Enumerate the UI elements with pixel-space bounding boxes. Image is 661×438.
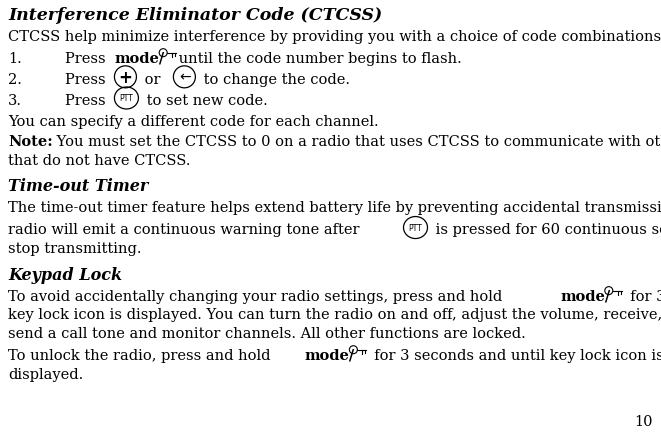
Text: You must set the CTCSS to 0 on a radio that uses CTCSS to communicate with other: You must set the CTCSS to 0 on a radio t… [52,134,661,148]
Text: mode/: mode/ [305,348,355,362]
Text: Press: Press [65,52,110,65]
Text: is pressed for 60 continuous seconds and will: is pressed for 60 continuous seconds and… [432,223,661,237]
Text: ←: ← [180,71,191,85]
Text: The time-out timer feature helps extend battery life by preventing accidental tr: The time-out timer feature helps extend … [8,200,661,214]
Text: Time-out Timer: Time-out Timer [8,178,148,195]
Text: send a call tone and monitor channels. All other functions are locked.: send a call tone and monitor channels. A… [8,327,525,341]
Text: To unlock the radio, press and hold: To unlock the radio, press and hold [8,348,275,362]
Text: Keypad Lock: Keypad Lock [8,267,122,283]
Text: key lock icon is displayed. You can turn the radio on and off, adjust the volume: key lock icon is displayed. You can turn… [8,308,661,322]
Text: or: or [140,73,165,87]
Text: mode/: mode/ [560,289,610,303]
Text: Press: Press [65,94,110,108]
Text: for 3 seconds until: for 3 seconds until [621,289,661,303]
Text: Press: Press [65,73,110,87]
Text: +: + [118,69,132,87]
Text: displayed.: displayed. [8,367,83,381]
Text: Interference Eliminator Code (CTCSS): Interference Eliminator Code (CTCSS) [8,7,382,24]
Text: PTT: PTT [120,94,134,103]
Text: Note:: Note: [8,134,53,148]
Text: CTCSS help minimize interference by providing you with a choice of code combinat: CTCSS help minimize interference by prov… [8,30,661,44]
Text: radio will emit a continuous warning tone after: radio will emit a continuous warning ton… [8,223,364,237]
Text: 2.: 2. [8,73,22,87]
Text: until the code number begins to flash.: until the code number begins to flash. [175,52,462,65]
Text: that do not have CTCSS.: that do not have CTCSS. [8,153,190,167]
Text: 3.: 3. [8,94,22,108]
Text: to set new code.: to set new code. [142,94,268,108]
Text: to change the code.: to change the code. [200,73,350,87]
Text: To avoid accidentally changing your radio settings, press and hold: To avoid accidentally changing your radi… [8,289,507,303]
Text: PTT: PTT [408,223,422,233]
Text: stop transmitting.: stop transmitting. [8,242,141,256]
Text: 10: 10 [635,414,653,428]
Text: mode/: mode/ [114,52,165,65]
Text: 1.: 1. [8,52,22,65]
Text: for 3 seconds and until key lock icon is no longer: for 3 seconds and until key lock icon is… [366,348,661,362]
Text: You can specify a different code for each channel.: You can specify a different code for eac… [8,115,379,129]
